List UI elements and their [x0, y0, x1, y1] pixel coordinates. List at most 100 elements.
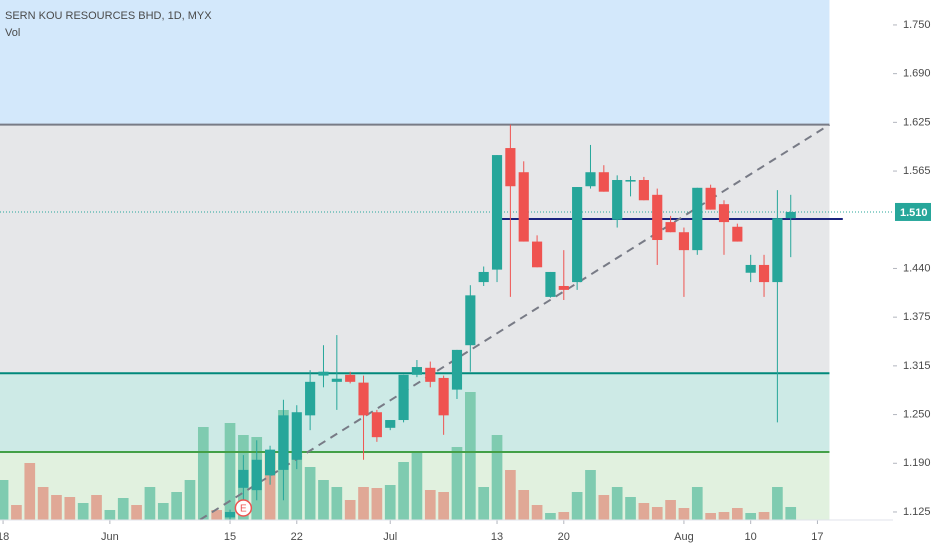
x-tick-label: Jul — [383, 531, 397, 543]
zone — [0, 0, 830, 125]
candle-body — [371, 412, 382, 438]
volume-bar — [491, 435, 503, 520]
candle-body — [224, 511, 236, 518]
candle-body — [705, 187, 716, 210]
candle-body — [278, 415, 289, 470]
candle-body — [318, 371, 329, 376]
y-tick-label: 1.565 — [903, 165, 931, 177]
y-tick-label: 1.750 — [903, 19, 931, 31]
x-tick-label: Aug — [674, 531, 694, 543]
volume-bar — [545, 513, 556, 520]
volume-bar — [211, 510, 223, 520]
volume-bar — [171, 492, 182, 520]
volume-bar — [264, 453, 276, 520]
volume-bar — [104, 510, 116, 520]
candle-body — [732, 226, 743, 242]
volume-bar — [518, 490, 530, 520]
volume-bar — [665, 500, 676, 520]
volume-bar — [157, 503, 169, 520]
volume-bar — [371, 488, 383, 520]
candle-body — [532, 241, 543, 268]
volume-bar — [785, 507, 797, 520]
candle-body — [612, 180, 623, 220]
candle-body — [558, 285, 569, 290]
candle-body — [238, 469, 249, 488]
earnings-marker — [234, 499, 253, 517]
candle-body — [425, 367, 436, 382]
last-price-badge — [895, 202, 931, 221]
candle-body — [358, 382, 369, 416]
y-tick-label: 1.690 — [903, 68, 931, 80]
candle-body — [518, 172, 529, 242]
candle-body — [665, 222, 676, 233]
volume-bar — [64, 497, 76, 520]
volume-bar — [464, 392, 476, 520]
candle-body — [345, 374, 356, 382]
x-tick-label: 15 — [224, 531, 236, 543]
candle-body — [331, 378, 342, 382]
volume-bar — [37, 487, 49, 520]
candle-body — [652, 194, 663, 241]
candle-body — [758, 264, 770, 283]
volume-bar — [478, 487, 490, 520]
candle-body — [398, 374, 409, 421]
volume-bar — [678, 508, 690, 520]
last-price-label: 1.510 — [900, 207, 928, 219]
volume-bar — [184, 480, 196, 520]
volume-bar — [651, 507, 663, 520]
candle-body — [572, 187, 583, 283]
volume-bar — [505, 470, 516, 520]
candle-body — [265, 449, 276, 476]
candle-body — [505, 148, 516, 187]
candle-body — [451, 349, 463, 390]
volume-bar — [705, 513, 716, 520]
candle-body — [251, 459, 262, 491]
candle-body — [625, 180, 636, 182]
volume-bar — [598, 495, 610, 520]
volume-bar — [11, 505, 22, 520]
candle-body — [598, 172, 609, 192]
candle-body — [745, 264, 756, 273]
volume-bar — [291, 440, 303, 520]
y-tick-label: 1.440 — [903, 262, 931, 274]
earnings-label: E — [240, 504, 247, 515]
volume-bar — [384, 485, 396, 520]
volume-bar — [197, 427, 209, 520]
volume-bar — [585, 470, 596, 520]
volume-bar — [611, 487, 623, 520]
volume-bar — [638, 503, 650, 520]
candle-body — [305, 381, 316, 416]
volume-bar — [558, 512, 570, 520]
chart-title: SERN KOU RESOURCES BHD, 1D, MYX — [5, 10, 212, 22]
volume-bar — [731, 508, 743, 520]
candle-body — [678, 232, 690, 251]
volume-bar — [24, 463, 36, 520]
candle-body — [491, 155, 503, 270]
volume-bar — [144, 487, 156, 520]
volume-bar — [358, 487, 369, 520]
volume-bar — [745, 513, 757, 520]
volume-bar — [51, 495, 62, 520]
x-tick-label: Jun — [101, 531, 119, 543]
trend-line — [199, 123, 830, 521]
chart-subtitle: Vol — [5, 27, 20, 39]
candle-body — [478, 271, 489, 283]
volume-bar — [224, 423, 236, 520]
volume-bar — [131, 505, 142, 520]
y-tick-label: 1.190 — [903, 457, 931, 469]
volume-bar — [117, 498, 129, 520]
volume-bar — [772, 487, 783, 520]
x-tick-label: 22 — [291, 531, 303, 543]
y-tick-label: 1.375 — [903, 311, 931, 323]
volume-bar — [304, 467, 316, 520]
volume-bar — [344, 500, 356, 520]
candle-body — [385, 420, 396, 428]
candle-body — [785, 211, 796, 219]
candle-body — [718, 204, 730, 223]
volume-bar — [411, 452, 423, 520]
candle-body — [465, 295, 476, 346]
volume-bar — [91, 495, 102, 520]
candle-body — [585, 172, 596, 187]
zone — [0, 373, 830, 452]
